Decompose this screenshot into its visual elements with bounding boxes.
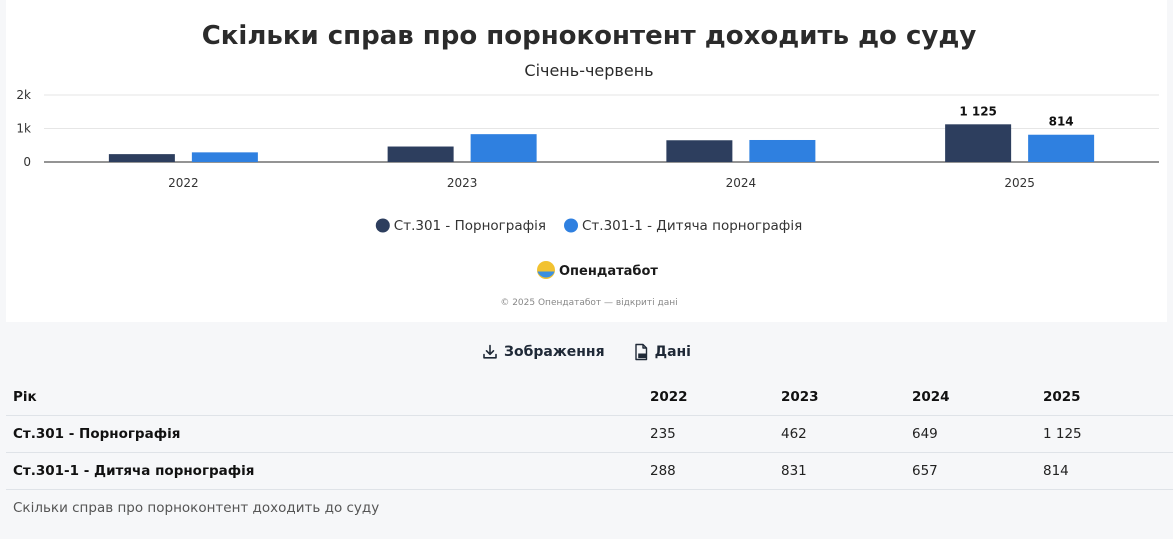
data-table: Рік 2022 2023 2024 2025 Ст.301 - Порногр… [6, 379, 1173, 490]
credit-text: © 2025 Опендатабот — відкриті дані [500, 298, 677, 308]
bar [945, 124, 1012, 162]
chart-title: Скільки справ про порноконтент доходить … [202, 21, 977, 51]
table-cell: 462 [774, 415, 905, 453]
table-header-cell: 2023 [774, 379, 905, 416]
table-header-cell: 2025 [1036, 379, 1173, 416]
bars: 1 125 814 [108, 104, 1095, 162]
legend-item[interactable]: Ст.301-1 - Дитяча порнографія [564, 218, 802, 234]
y-tick-label: 2k [16, 88, 31, 102]
download-image-label: Зображення [504, 344, 605, 360]
table-header-cell: 2024 [905, 379, 1036, 416]
chart: Скільки справ про порноконтент доходить … [16, 21, 1159, 308]
table-row: Ст.301-1 - Дитяча порнографія 288 831 65… [6, 452, 1173, 490]
chart-card: Скільки справ про порноконтент доходить … [6, 0, 1167, 322]
table-cell: 649 [905, 415, 1036, 453]
table-header-row: Рік 2022 2023 2024 2025 [6, 379, 1173, 416]
x-axis: 2022 2023 2024 2025 [168, 176, 1035, 190]
bar [387, 146, 454, 162]
chart-subtitle: Січень-червень [524, 61, 653, 80]
bar [666, 140, 733, 162]
bar [108, 154, 175, 162]
table-cell: 288 [643, 452, 774, 490]
table-cell: 1 125 [1036, 415, 1173, 453]
table-cell: 831 [774, 452, 905, 490]
download-icon [483, 344, 497, 359]
table-cell: 814 [1036, 452, 1173, 490]
x-tick-label: 2025 [1004, 176, 1035, 190]
bar [191, 152, 258, 162]
table-cell: 235 [643, 415, 774, 453]
data-label: 814 [1049, 115, 1074, 129]
legend: Ст.301 - Порнографія Ст.301-1 - Дитяча по… [375, 218, 802, 234]
bar [470, 134, 537, 162]
legend-marker [375, 218, 390, 233]
x-tick-label: 2022 [168, 176, 199, 190]
csv-file-icon [634, 343, 647, 361]
legend-marker [564, 218, 579, 233]
legend-label: Ст.301 - Порнографія [394, 218, 546, 234]
x-tick-label: 2023 [447, 176, 478, 190]
bar [1028, 134, 1095, 162]
data-label: 1 125 [959, 104, 997, 118]
legend-label: Ст.301-1 - Дитяча порнографія [582, 218, 802, 234]
legend-item[interactable]: Ст.301 - Порнографія [375, 218, 546, 234]
opendatabot-logo: Опендатабот [537, 261, 658, 279]
download-data-button[interactable]: Дані [633, 343, 691, 361]
download-actions: Зображення Дані [0, 341, 1173, 363]
table-header-cell: Рік [6, 379, 643, 416]
table-header-cell: 2022 [643, 379, 774, 416]
table-row: Ст.301 - Порнографія 235 462 649 1 125 [6, 415, 1173, 453]
table-row-header: Ст.301 - Порнографія [6, 415, 643, 453]
download-image-button[interactable]: Зображення [482, 344, 605, 360]
table-cell: 657 [905, 452, 1036, 490]
table-row-header: Ст.301-1 - Дитяча порнографія [6, 452, 643, 490]
download-data-label: Дані [654, 344, 691, 360]
x-tick-label: 2024 [726, 176, 757, 190]
y-tick-label: 1k [16, 122, 31, 136]
logo-text: Опендатабот [559, 264, 658, 279]
table-caption: Скільки справ про порноконтент доходить … [13, 500, 380, 516]
bar [749, 139, 816, 162]
logo-icon-lower [537, 271, 555, 278]
y-tick-label: 0 [23, 155, 31, 169]
